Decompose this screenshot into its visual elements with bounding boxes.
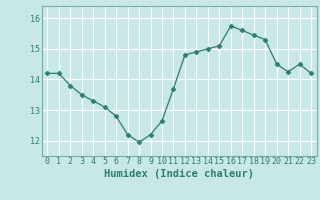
X-axis label: Humidex (Indice chaleur): Humidex (Indice chaleur) [104,169,254,179]
